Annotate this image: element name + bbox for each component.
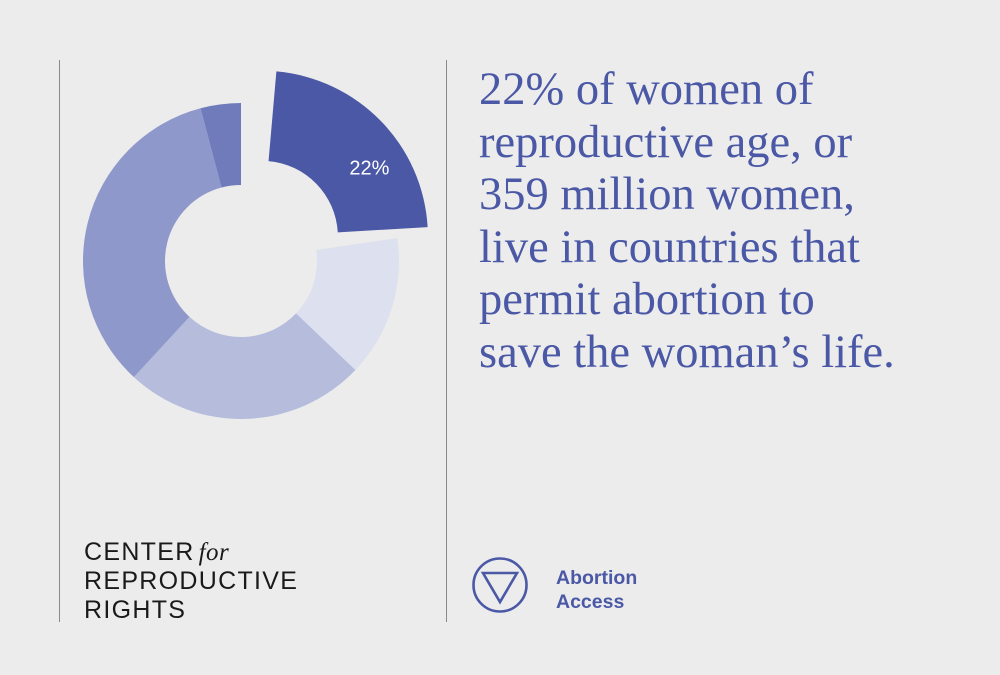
donut-slice-2 [296,238,399,370]
logo-word-for: for [198,539,230,566]
topic-line-2: Access [556,591,625,613]
center-for-reproductive-rights-logo: CENTER for REPRODUCTIVE RIGHTS [84,538,298,625]
logo-word-center: CENTER [84,538,195,566]
headline-statement: 22% of women of reproductive age, or 359… [479,64,989,379]
headline-line: live in countries that [479,221,860,273]
donut-slice-5 [200,103,241,188]
center-divider-line [446,60,447,622]
donut-slice-label: 22% [349,157,389,179]
donut-chart: 22% [83,71,428,419]
headline-line: reproductive age, or [479,116,853,168]
headline-line: 359 million women, [479,169,855,220]
donut-slice-4 [83,108,222,378]
logo-word-reproductive: REPRODUCTIVE [84,567,299,595]
headline-line: save the woman’s life. [479,326,895,378]
downward-triangle-in-circle-icon [472,557,528,613]
headline-line: permit abortion to [479,274,815,325]
topic-label: Abortion Access [556,566,637,614]
logo-line-1: CENTER for [84,538,298,567]
left-divider-line [59,60,60,622]
donut-slice-1 [268,71,428,233]
donut-slice-3 [133,313,356,419]
logo-word-rights: RIGHTS [84,596,187,624]
headline-line: 22% of women of [479,64,814,115]
topic-line-1: Abortion [556,567,638,589]
